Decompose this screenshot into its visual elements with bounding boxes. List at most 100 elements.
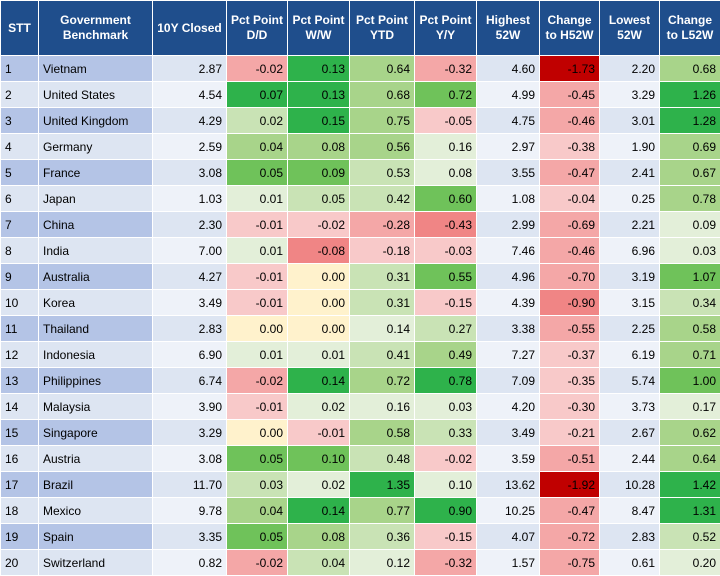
cell-stt: 3 [0,107,39,134]
cell-pct-point-yy: 0.10 [414,471,477,498]
cell-pct-point-ww: -0.08 [287,237,350,264]
cell-change-to-h52w: -0.21 [539,419,600,446]
cell-lowest-52w: 2.67 [599,419,660,446]
cell-change-to-l52w: 1.26 [659,81,720,108]
cell-pct-point-ww: 0.02 [287,471,350,498]
cell-highest-52w: 7.27 [476,341,540,368]
cell-stt: 6 [0,185,39,212]
cell-pct-point-ytd: 0.56 [349,133,415,160]
cell-pct-point-ytd: -0.28 [349,211,415,238]
header-stt: STT [0,0,39,56]
cell-pct-point-dd: -0.01 [226,211,288,238]
header-pct-point-yy: Pct Point Y/Y [414,0,477,56]
table-row: 11 Thailand 2.83 0.00 0.00 0.14 0.27 3.38 -0.55 2… [0,315,720,342]
cell-change-to-h52w: -0.38 [539,133,600,160]
cell-stt: 4 [0,133,39,160]
cell-10y-closed: 9.78 [152,497,227,524]
cell-pct-point-ww: 0.08 [287,133,350,160]
cell-pct-point-ww: 0.01 [287,341,350,368]
cell-10y-closed: 2.59 [152,133,227,160]
cell-lowest-52w: 3.73 [599,393,660,420]
cell-highest-52w: 2.97 [476,133,540,160]
cell-pct-point-ytd: 0.31 [349,263,415,290]
cell-pct-point-dd: 0.05 [226,445,288,472]
cell-pct-point-dd: 0.03 [226,471,288,498]
cell-pct-point-yy: -0.43 [414,211,477,238]
cell-pct-point-ww: 0.00 [287,263,350,290]
table-row: 16 Austria 3.08 0.05 0.10 0.48 -0.02 3.59 -0.51 2… [0,445,720,472]
table-row: 2 United States 4.54 0.07 0.13 0.68 0.72 4.99 -0… [0,81,720,108]
cell-pct-point-ytd: 0.31 [349,289,415,316]
cell-pct-point-ytd: 0.16 [349,393,415,420]
cell-pct-point-dd: 0.04 [226,497,288,524]
header-lowest-52w: Lowest 52W [599,0,660,56]
cell-pct-point-yy: 0.90 [414,497,477,524]
cell-pct-point-ytd: 0.14 [349,315,415,342]
cell-pct-point-dd: -0.02 [226,367,288,394]
header-highest-52w: Highest 52W [476,0,540,56]
cell-pct-point-ytd: 0.64 [349,55,415,82]
table-row: 1 Vietnam 2.87 -0.02 0.13 0.64 -0.32 4.60 -1.73 2… [0,55,720,82]
header-government-benchmark: Government Benchmark [38,0,153,56]
cell-pct-point-yy: 0.33 [414,419,477,446]
cell-highest-52w: 4.99 [476,81,540,108]
cell-change-to-h52w: -0.47 [539,497,600,524]
cell-change-to-l52w: 1.07 [659,263,720,290]
cell-pct-point-ww: 0.15 [287,107,350,134]
cell-highest-52w: 7.09 [476,367,540,394]
cell-pct-point-ww: 0.05 [287,185,350,212]
cell-pct-point-yy: 0.16 [414,133,477,160]
cell-pct-point-dd: -0.01 [226,393,288,420]
cell-country: India [38,237,153,264]
cell-stt: 11 [0,315,39,342]
cell-country: United Kingdom [38,107,153,134]
cell-pct-point-ytd: 0.68 [349,81,415,108]
cell-pct-point-ytd: 0.58 [349,419,415,446]
cell-country: Mexico [38,497,153,524]
cell-change-to-l52w: 1.42 [659,471,720,498]
cell-lowest-52w: 2.83 [599,523,660,550]
header-pct-point-ww: Pct Point W/W [287,0,350,56]
cell-highest-52w: 3.59 [476,445,540,472]
cell-country: Japan [38,185,153,212]
cell-pct-point-yy: -0.15 [414,523,477,550]
cell-country: Korea [38,289,153,316]
cell-change-to-h52w: -0.37 [539,341,600,368]
cell-highest-52w: 3.55 [476,159,540,186]
cell-10y-closed: 4.27 [152,263,227,290]
cell-country: Malaysia [38,393,153,420]
cell-stt: 12 [0,341,39,368]
cell-pct-point-dd: 0.05 [226,523,288,550]
cell-pct-point-ww: 0.04 [287,549,350,576]
cell-pct-point-yy: 0.60 [414,185,477,212]
header-change-to-h52w: Change to H52W [539,0,600,56]
table-row: 17 Brazil 11.70 0.03 0.02 1.35 0.10 13.62 -1.92 1… [0,471,720,498]
cell-lowest-52w: 3.15 [599,289,660,316]
cell-change-to-l52w: 0.17 [659,393,720,420]
cell-pct-point-dd: 0.01 [226,185,288,212]
table-row: 12 Indonesia 6.90 0.01 0.01 0.41 0.49 7.27 -0.37… [0,341,720,368]
cell-pct-point-dd: 0.00 [226,315,288,342]
cell-10y-closed: 11.70 [152,471,227,498]
cell-lowest-52w: 1.90 [599,133,660,160]
cell-change-to-h52w: -0.45 [539,81,600,108]
cell-lowest-52w: 10.28 [599,471,660,498]
table-row: 19 Spain 3.35 0.05 0.08 0.36 -0.15 4.07 -0.72 2.8… [0,523,720,550]
cell-10y-closed: 2.30 [152,211,227,238]
cell-change-to-l52w: 0.52 [659,523,720,550]
cell-change-to-h52w: -1.92 [539,471,600,498]
cell-change-to-h52w: -0.70 [539,263,600,290]
cell-change-to-l52w: 1.00 [659,367,720,394]
cell-pct-point-ytd: -0.18 [349,237,415,264]
header-pct-point-dd: Pct Point D/D [226,0,288,56]
cell-change-to-l52w: 0.64 [659,445,720,472]
cell-pct-point-ytd: 0.41 [349,341,415,368]
cell-pct-point-yy: 0.49 [414,341,477,368]
cell-pct-point-dd: 0.01 [226,341,288,368]
cell-lowest-52w: 0.25 [599,185,660,212]
table-row: 9 Australia 4.27 -0.01 0.00 0.31 0.55 4.96 -0.70… [0,263,720,290]
cell-pct-point-ytd: 0.77 [349,497,415,524]
cell-highest-52w: 4.20 [476,393,540,420]
cell-change-to-l52w: 0.71 [659,341,720,368]
cell-change-to-l52w: 0.09 [659,211,720,238]
